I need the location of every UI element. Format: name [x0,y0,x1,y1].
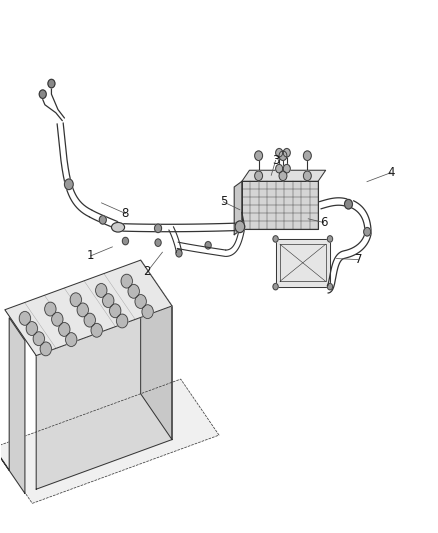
Circle shape [102,294,114,308]
Circle shape [327,236,332,242]
Ellipse shape [112,222,124,232]
Circle shape [304,151,311,160]
Circle shape [26,321,38,335]
Circle shape [66,333,77,346]
Circle shape [205,241,211,249]
Polygon shape [5,260,172,356]
Circle shape [128,285,139,298]
Circle shape [122,237,128,245]
Circle shape [45,302,56,316]
Text: 1: 1 [87,249,94,262]
Circle shape [273,284,278,290]
Circle shape [33,332,45,345]
Circle shape [77,303,88,317]
Circle shape [95,284,107,297]
Circle shape [110,304,121,318]
Circle shape [176,249,182,257]
Circle shape [52,312,63,326]
Circle shape [40,342,51,356]
Circle shape [155,239,161,246]
Circle shape [59,322,70,336]
Circle shape [254,171,262,181]
Circle shape [39,90,46,99]
Text: 3: 3 [272,154,279,167]
Text: 8: 8 [122,207,129,220]
Circle shape [135,295,146,309]
Text: 6: 6 [320,216,327,229]
Polygon shape [276,239,330,287]
Circle shape [99,216,106,224]
Text: 2: 2 [143,265,151,278]
Text: 7: 7 [354,253,362,266]
Circle shape [304,171,311,181]
Circle shape [19,311,31,325]
Text: 5: 5 [220,195,227,208]
Polygon shape [36,306,172,489]
Circle shape [364,228,371,236]
Polygon shape [0,448,9,471]
Text: 4: 4 [387,166,395,179]
Circle shape [70,293,81,306]
Circle shape [345,199,353,209]
Circle shape [64,179,73,190]
Circle shape [91,324,102,337]
Circle shape [254,151,262,160]
Polygon shape [0,379,219,503]
Circle shape [283,165,290,173]
Polygon shape [141,260,172,440]
Circle shape [117,314,128,328]
Circle shape [155,224,162,232]
Circle shape [279,171,287,181]
Circle shape [283,149,290,157]
Circle shape [121,274,132,288]
Circle shape [235,221,245,232]
Polygon shape [9,318,25,494]
Polygon shape [234,181,242,235]
Circle shape [279,151,287,160]
Circle shape [276,165,283,173]
Polygon shape [242,170,325,181]
Circle shape [142,305,153,319]
Polygon shape [242,181,318,229]
Circle shape [276,149,283,157]
Circle shape [48,79,55,88]
Circle shape [327,284,332,290]
Circle shape [273,236,278,242]
Circle shape [84,313,95,327]
